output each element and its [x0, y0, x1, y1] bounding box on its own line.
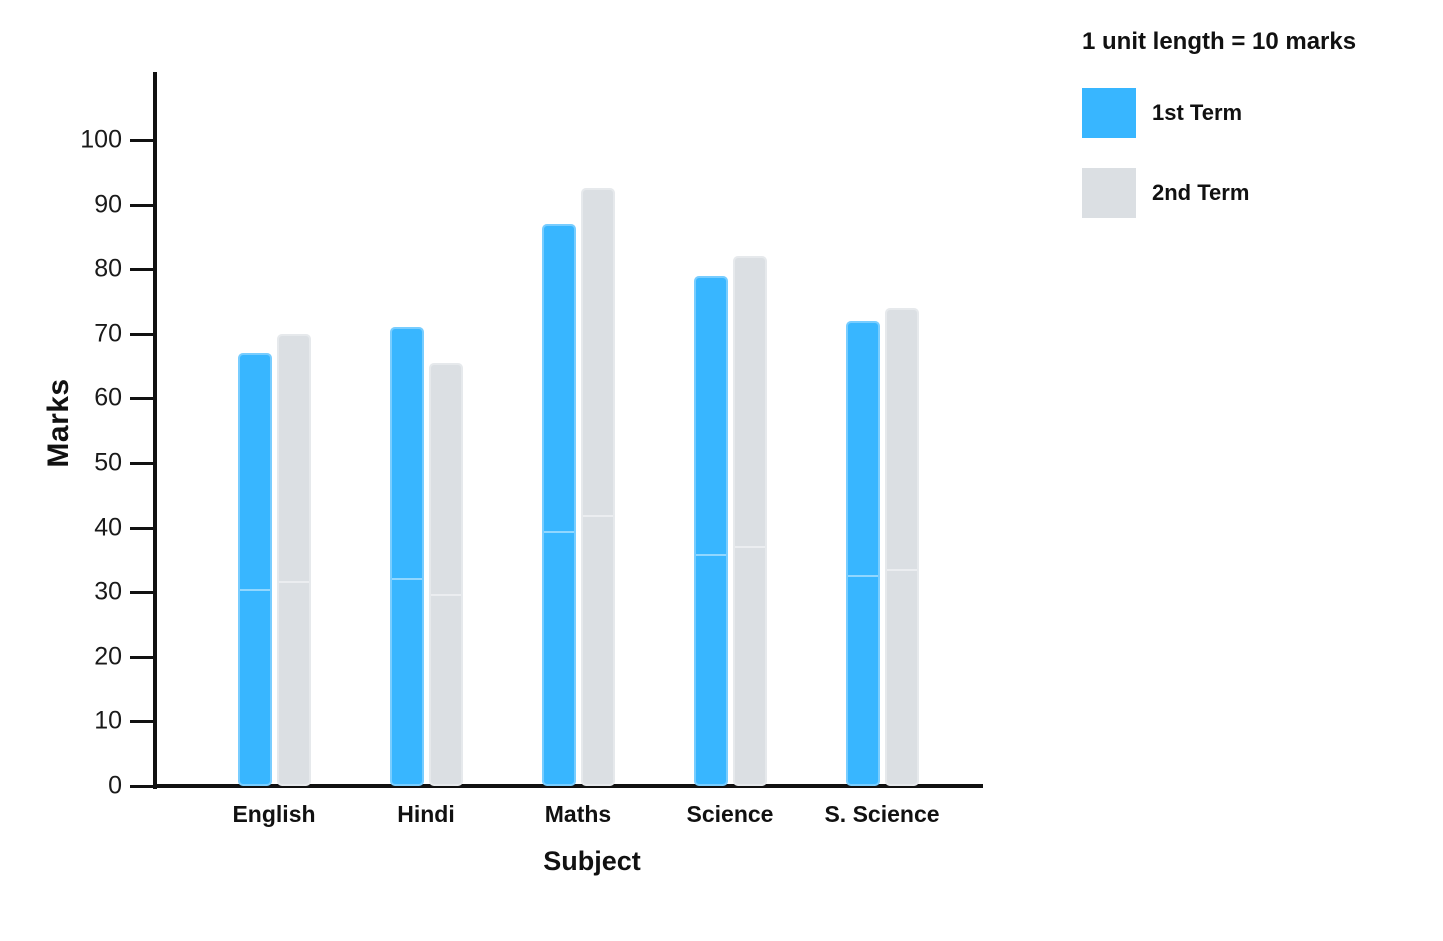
y-tick-label: 40 — [94, 513, 122, 542]
legend-item-2nd-term: 2nd Term — [1082, 168, 1249, 218]
bar-unit-seam — [695, 553, 726, 556]
y-tick-label: 60 — [94, 383, 122, 412]
bar-unit-seam — [543, 530, 574, 533]
y-tick-label: 10 — [94, 706, 122, 735]
y-tick-mark — [130, 591, 156, 595]
y-axis-line — [153, 72, 157, 789]
legend-item-label: 1st Term — [1152, 100, 1243, 125]
bar-unit-seam — [430, 593, 461, 596]
y-tick-mark — [130, 139, 156, 142]
legend-item-1st-term: 1st Term — [1082, 88, 1242, 138]
y-tick-label: 30 — [94, 577, 122, 606]
bar-s-science-1st-term — [845, 320, 880, 786]
y-tick-label: 80 — [94, 254, 122, 283]
y-tick-mark — [130, 397, 156, 401]
bar-hindi-2nd-term — [428, 362, 463, 786]
bar-english-1st-term — [237, 353, 272, 786]
bar-maths-1st-term — [541, 223, 576, 786]
y-tick-mark — [130, 462, 156, 465]
y-tick-label: 50 — [94, 448, 122, 477]
y-tick-mark — [130, 332, 156, 336]
x-category-label: S. Science — [824, 801, 940, 827]
bar-english-2nd-term — [276, 333, 311, 786]
bar-maths-2nd-term — [580, 188, 615, 786]
y-tick-mark — [130, 785, 156, 788]
y-tick-mark — [130, 268, 156, 272]
x-axis-line — [153, 784, 983, 788]
bar-unit-seam — [582, 514, 613, 517]
y-tick-label: 0 — [108, 771, 122, 800]
bar-unit-seam — [886, 568, 917, 571]
y-tick-label: 20 — [94, 642, 122, 671]
y-tick-label: 100 — [80, 125, 122, 154]
x-axis-title: Subject — [543, 846, 641, 876]
bar-unit-seam — [847, 574, 878, 577]
y-tick-label: 70 — [94, 319, 122, 348]
legend-title: 1 unit length = 10 marks — [1082, 28, 1357, 55]
bar-unit-seam — [278, 580, 309, 583]
bar-science-2nd-term — [732, 256, 767, 786]
1st-term-swatch-icon — [1082, 88, 1136, 138]
y-tick-mark — [130, 203, 156, 207]
x-category-label: Science — [686, 801, 774, 827]
legend-item-label: 2nd Term — [1152, 180, 1250, 205]
y-tick-mark — [130, 526, 156, 530]
x-category-label: Maths — [544, 801, 612, 827]
bar-unit-seam — [734, 545, 765, 548]
y-tick-mark — [130, 655, 156, 659]
bar-unit-seam — [391, 577, 422, 580]
bar-hindi-1st-term — [389, 327, 424, 786]
y-tick-mark — [130, 720, 156, 724]
x-category-label: Hindi — [397, 801, 455, 827]
bar-s-science-2nd-term — [884, 307, 919, 786]
bar-science-1st-term — [693, 275, 728, 786]
x-category-label: English — [232, 801, 316, 827]
bar-unit-seam — [239, 588, 270, 591]
y-tick-label: 90 — [94, 190, 122, 219]
2nd-term-swatch-icon — [1082, 168, 1136, 218]
